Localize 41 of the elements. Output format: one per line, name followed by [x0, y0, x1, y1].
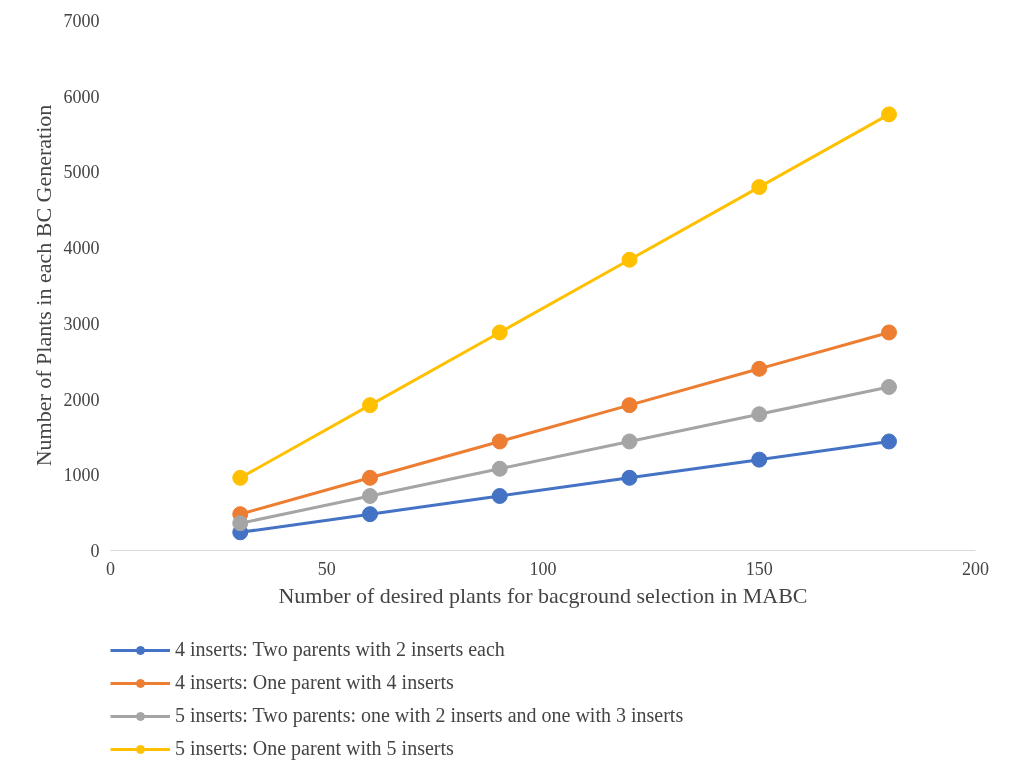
point [621, 397, 638, 414]
point [232, 469, 249, 486]
legend-label: 5 inserts: Two parents: one with 2 inserts and one with 3 inserts [175, 704, 684, 727]
point [491, 488, 508, 504]
x-axis-title: Number of desired plants for bacground selection in MABC [278, 582, 808, 608]
point [362, 488, 378, 504]
point [362, 506, 378, 523]
point [621, 433, 638, 450]
point [751, 406, 768, 423]
y-tick-label: 1000 [63, 465, 100, 486]
point [751, 179, 768, 196]
y-tick-label: 0 [90, 541, 100, 561]
point [881, 378, 897, 395]
legend-label: 4 inserts: One parent with 4 inserts [175, 671, 454, 694]
y-tick-label: 2000 [63, 389, 100, 410]
x-tick-label: 200 [962, 558, 989, 579]
x-tick-label: 50 [317, 558, 336, 579]
y-tick-label: 3000 [63, 313, 100, 334]
y-tick-label: 7000 [63, 11, 100, 31]
point [881, 106, 897, 123]
x-tick-label: 150 [745, 558, 773, 579]
point [491, 460, 508, 477]
legend-label: 5 inserts: One parent with 5 inserts [175, 737, 454, 760]
point [881, 433, 897, 450]
point [491, 433, 508, 450]
point [751, 451, 768, 468]
point [881, 324, 897, 341]
y-tick-label: 4000 [63, 238, 100, 259]
point [621, 251, 638, 268]
y-tick-label: 6000 [63, 86, 100, 107]
point [232, 515, 249, 532]
legend-label: 4 inserts: Two parents with 2 inserts each [175, 638, 505, 661]
x-tick-label: 0 [106, 558, 115, 579]
y-axis-title: Number of Plants in each BC Generation [30, 104, 56, 467]
y-tick-label: 5000 [63, 162, 100, 183]
point [751, 360, 768, 377]
point [362, 397, 378, 414]
point [621, 469, 638, 486]
point [491, 324, 508, 341]
point [362, 469, 378, 486]
x-tick-label: 100 [529, 558, 557, 579]
